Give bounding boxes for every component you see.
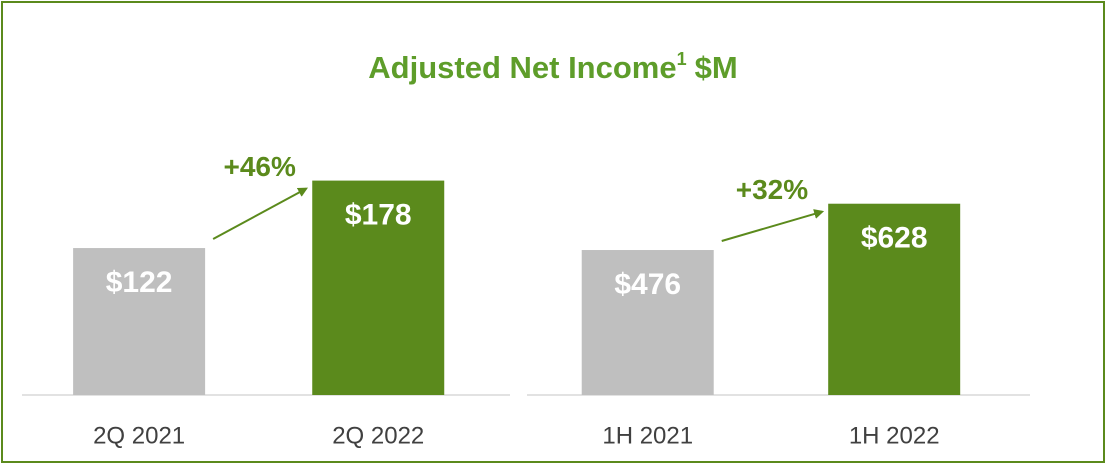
growth-arrow bbox=[212, 187, 308, 240]
x-tick-label: 1H 2021 bbox=[602, 422, 693, 449]
x-tick-label: 1H 2022 bbox=[849, 422, 940, 449]
growth-arrow bbox=[721, 209, 825, 242]
value-label: $628 bbox=[861, 222, 928, 255]
annotation: +46% bbox=[223, 151, 295, 182]
x-tick-label: 2Q 2022 bbox=[332, 422, 424, 449]
bar bbox=[828, 203, 961, 395]
annotation: +32% bbox=[736, 174, 808, 205]
x-tick-label: 2Q 2021 bbox=[93, 422, 185, 449]
title-footnote: 1 bbox=[677, 49, 687, 69]
chart-title: Adjusted Net Income1 $M bbox=[368, 49, 737, 85]
bar bbox=[73, 248, 206, 395]
bar bbox=[581, 250, 714, 395]
value-label: $178 bbox=[345, 199, 412, 232]
value-label: $476 bbox=[614, 268, 681, 301]
value-label: $122 bbox=[106, 266, 173, 299]
title-text: Adjusted Net Income bbox=[368, 50, 676, 85]
title-unit: $M bbox=[695, 50, 738, 85]
bar bbox=[312, 180, 445, 395]
